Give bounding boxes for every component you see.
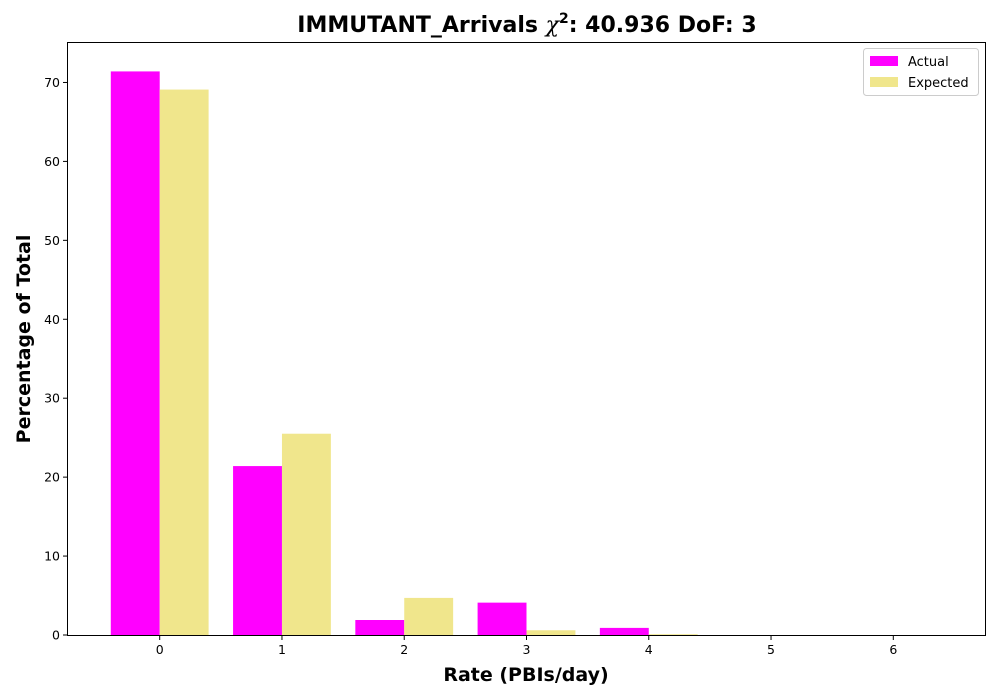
bar-expected-3	[526, 630, 576, 635]
chart-title-suffix: : 40.936 DoF: 3	[569, 13, 757, 38]
bar-expected-2	[404, 597, 454, 635]
legend-label-expected: Expected	[908, 76, 969, 91]
legend-label-actual: Actual	[908, 55, 949, 70]
x-tick-label: 4	[645, 642, 653, 657]
legend-swatch-expected	[870, 77, 898, 87]
y-tick-label: 70	[44, 75, 60, 90]
x-tick-label: 1	[278, 642, 286, 657]
y-axis-label: Percentage of Total	[13, 235, 35, 444]
x-tick-label: 6	[889, 642, 897, 657]
bar-expected-1	[281, 433, 331, 635]
bar-actual-0	[110, 71, 160, 635]
x-axis-label: Rate (PBIs/day)	[443, 664, 608, 686]
x-tick-label: 0	[156, 642, 164, 657]
x-tick-label: 3	[523, 642, 531, 657]
y-tick-label: 10	[44, 549, 60, 564]
bar-actual-2	[355, 620, 405, 635]
chart-title: IMMUTANT_Arrivals χ2: 40.936 DoF: 3	[297, 11, 756, 38]
legend-swatch-actual	[870, 56, 898, 66]
bar-actual-4	[599, 627, 649, 635]
bars-group	[110, 71, 698, 635]
bar-expected-0	[159, 89, 209, 635]
y-tick-label: 50	[44, 233, 60, 248]
bar-actual-1	[233, 466, 282, 635]
chart-title-chi-exponent: 2	[559, 11, 569, 27]
chart-title-chi-symbol: χ	[544, 13, 561, 38]
chart-title-prefix: IMMUTANT_Arrivals	[297, 13, 545, 38]
bar-expected-4	[648, 634, 698, 635]
x-tick-label: 2	[400, 642, 408, 657]
plot-area-frame	[67, 42, 986, 636]
y-tick-label: 20	[44, 470, 60, 485]
y-tick-label: 60	[44, 154, 60, 169]
x-axis-ticks: 0 1 2 3 4 5 6	[156, 635, 897, 657]
y-tick-label: 0	[52, 628, 60, 643]
x-tick-label: 5	[767, 642, 775, 657]
legend: Actual Expected	[863, 48, 979, 96]
bar-actual-3	[477, 602, 527, 635]
y-tick-label: 40	[44, 312, 60, 327]
y-tick-label: 30	[44, 391, 60, 406]
y-axis-ticks: 0 10 20 30 40 50 60 70	[44, 75, 68, 643]
